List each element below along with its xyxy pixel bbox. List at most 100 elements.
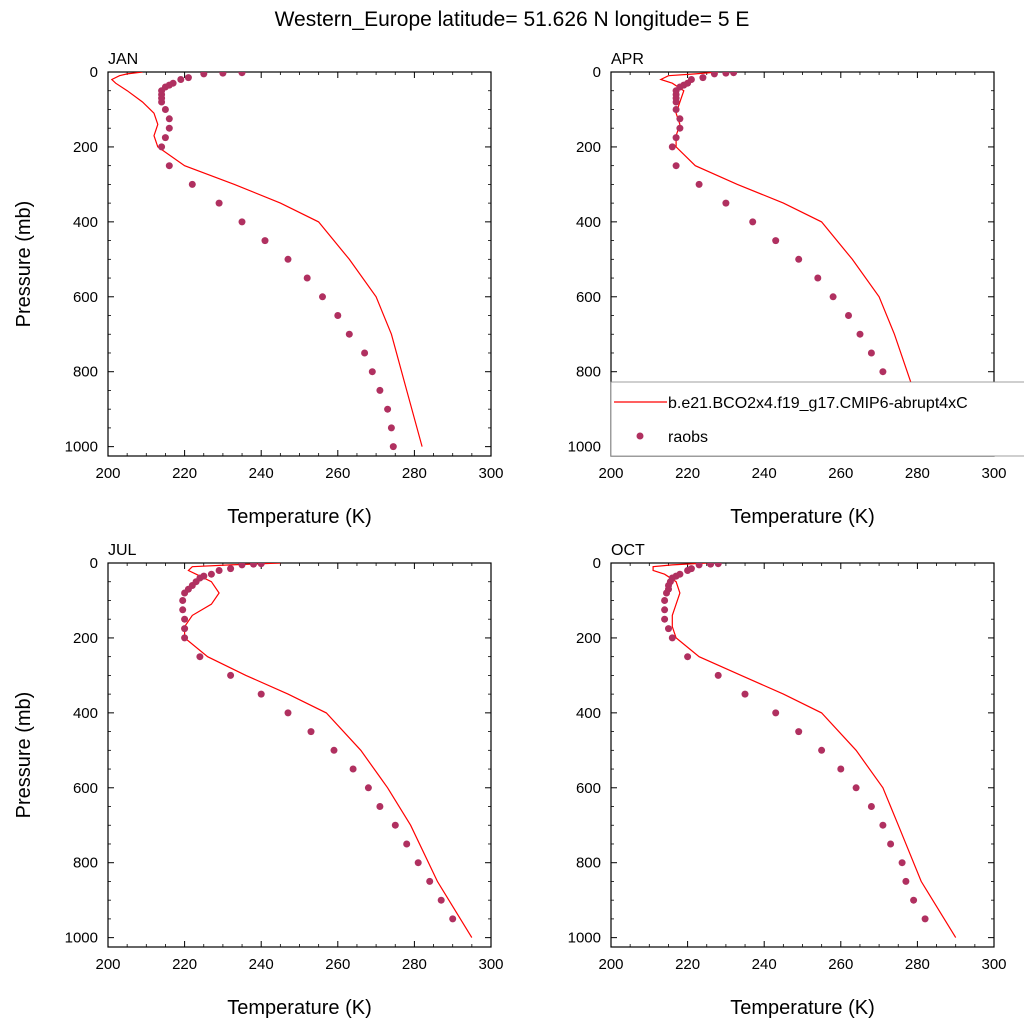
y-tick-label: 1000 [568, 930, 601, 947]
obs-point [668, 143, 676, 151]
y-tick-label: 800 [576, 364, 601, 381]
obs-point [161, 106, 169, 113]
obs-point [179, 597, 187, 604]
obs-point [676, 124, 684, 132]
obs-point [181, 589, 189, 597]
obs-point [837, 765, 845, 773]
obs-point [303, 274, 311, 282]
y-tick-label: 1000 [568, 439, 601, 456]
x-tick-label: 220 [675, 956, 700, 973]
obs-point [661, 597, 669, 604]
obs-point [714, 563, 722, 568]
x-tick-label: 240 [752, 956, 777, 973]
obs-point [364, 784, 372, 792]
obs-point [845, 312, 852, 319]
legend-box [610, 381, 1024, 457]
plot-frame [610, 562, 995, 948]
legend-obs-swatch [636, 432, 644, 440]
y-tick-label: 200 [576, 139, 601, 156]
legend-model-label: b.e21.BCO2x4.f19_g17.CMIP6-abrupt4xC [668, 395, 968, 412]
y-tick-label: 600 [73, 289, 98, 306]
obs-point [227, 565, 235, 573]
obs-point [710, 72, 718, 78]
plot-area [652, 563, 957, 938]
y-tick-label: 0 [90, 555, 98, 572]
x-tick-label: 300 [478, 465, 503, 482]
x-tick-label: 260 [828, 956, 853, 973]
obs-point [403, 840, 411, 848]
obs-point [672, 134, 680, 142]
obs-point [376, 803, 384, 810]
obs-point [867, 803, 875, 810]
legend: b.e21.BCO2x4.f19_g17.CMIP6-abrupt4xC rao… [610, 381, 1024, 457]
obs-point [814, 274, 822, 282]
obs-point [661, 606, 669, 614]
x-tick-label: 220 [172, 465, 197, 482]
obs-point [227, 671, 235, 679]
chart-panels: JAN 200 220 240 260 280 300 0 200 400 600 800 1000 Te… [13, 51, 1007, 1019]
obs-point [391, 821, 399, 829]
obs-point [181, 634, 189, 642]
obs-point [184, 74, 192, 82]
obs-point [684, 653, 692, 661]
obs-point [707, 563, 715, 568]
obs-point [741, 690, 749, 698]
obs-point [879, 368, 887, 376]
x-tick-label: 220 [172, 956, 197, 973]
obs-point [921, 915, 929, 923]
obs-point [261, 237, 269, 245]
x-axis-label: Temperature (K) [730, 997, 875, 1019]
obs-point [330, 746, 338, 754]
y-axis-label: Pressure (mb) [13, 692, 35, 819]
plot-frame [107, 562, 492, 948]
panel-jul: JUL 200 220 240 260 280 300 0 200 400 600 800 1000 Te… [13, 542, 504, 1019]
obs-point [722, 199, 730, 207]
obs-point [250, 563, 257, 568]
obs-point [676, 115, 684, 123]
obs-point [879, 821, 887, 829]
y-tick-label: 400 [73, 214, 98, 231]
obs-point [902, 877, 910, 885]
obs-point [663, 589, 670, 597]
obs-point [722, 72, 730, 77]
x-tick-label: 300 [981, 956, 1006, 973]
y-tick-label: 800 [576, 855, 601, 872]
obs-point [665, 625, 672, 633]
obs-point [887, 840, 895, 848]
y-axis-label: Pressure (mb) [13, 201, 35, 328]
y-tick-label: 600 [576, 289, 601, 306]
obs-point [165, 124, 173, 132]
obs-point [898, 859, 906, 867]
obs-point [376, 386, 384, 394]
y-tick-label: 600 [73, 780, 98, 797]
obs-point [158, 143, 166, 151]
obs-point [161, 134, 169, 142]
y-tick-label: 200 [73, 139, 98, 156]
y-tick-label: 400 [576, 705, 601, 722]
panel-apr: APR 200 220 240 260 280 300 0 200 400 600 800 1000 Te… [568, 51, 1007, 528]
obs-point [672, 98, 680, 106]
model-profile-line [184, 563, 473, 938]
obs-point [695, 180, 703, 188]
legend-obs-label: raobs [668, 429, 708, 446]
figure-title: Western_Europe latitude= 51.626 N longit… [275, 8, 750, 31]
y-tick-label: 800 [73, 364, 98, 381]
obs-point [238, 218, 246, 226]
obs-point [257, 690, 265, 698]
obs-point [200, 72, 208, 78]
y-tick-label: 200 [576, 630, 601, 647]
x-tick-label: 220 [675, 465, 700, 482]
obs-point [319, 293, 326, 301]
obs-point [215, 199, 223, 207]
panel-label: JUL [108, 542, 137, 559]
obs-point [818, 746, 826, 754]
obs-point [389, 443, 397, 451]
plot-area [179, 563, 473, 938]
obs-point [829, 293, 837, 301]
x-tick-label: 260 [325, 956, 350, 973]
y-tick-label: 400 [73, 705, 98, 722]
y-tick-label: 0 [593, 64, 601, 81]
obs-point [188, 180, 196, 188]
y-tick-label: 1000 [65, 930, 98, 947]
obs-point [661, 615, 669, 623]
